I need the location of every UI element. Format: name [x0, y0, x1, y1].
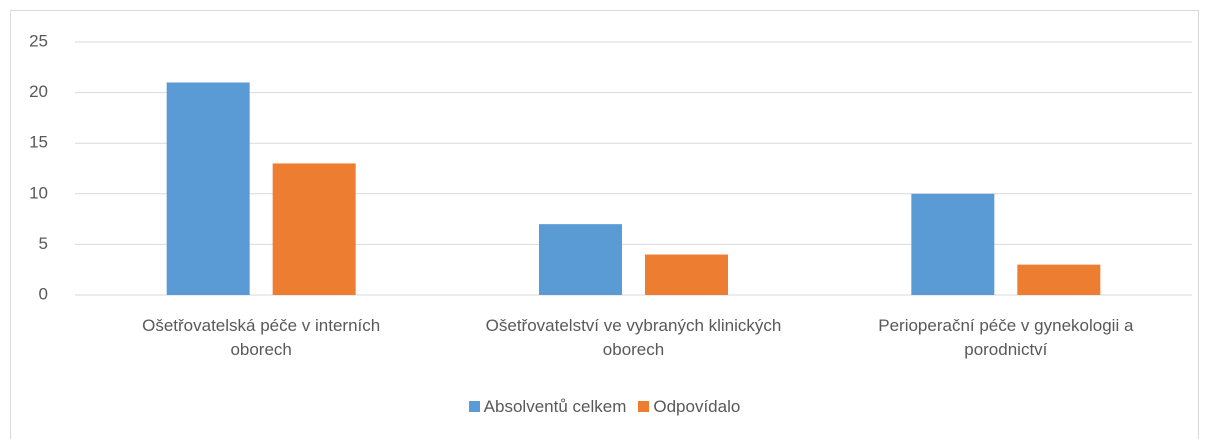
legend-item: Absolventů celkem: [468, 397, 627, 417]
legend-label: Odpovídalo: [653, 397, 741, 416]
y-tick-label: 5: [39, 234, 48, 253]
legend-swatch: [468, 401, 480, 412]
y-tick-label: 10: [29, 183, 48, 202]
bar: [1017, 264, 1101, 295]
legend: Absolventů celkem Odpovídalo: [0, 397, 1209, 417]
bar: [911, 193, 995, 295]
x-tick-label: Perioperační péče v gynekologii a porodn…: [878, 316, 1134, 359]
chart-border: [10, 10, 1199, 439]
bar: [272, 163, 356, 295]
legend-swatch: [638, 401, 650, 412]
legend-label: Absolventů celkem: [483, 397, 627, 416]
x-tick-label: Ošetřovatelství ve vybraných klinických …: [485, 316, 782, 359]
bar: [166, 82, 250, 295]
bar: [645, 254, 728, 295]
y-tick-label: 15: [29, 133, 48, 152]
y-tick-label: 0: [39, 284, 48, 303]
legend-item: Odpovídalo: [638, 397, 740, 417]
x-tick-label: Ošetřovatelská péče v interních oborech: [142, 316, 381, 359]
y-tick-label: 20: [29, 82, 48, 101]
bar: [539, 224, 622, 295]
y-tick-label: 25: [29, 31, 48, 50]
